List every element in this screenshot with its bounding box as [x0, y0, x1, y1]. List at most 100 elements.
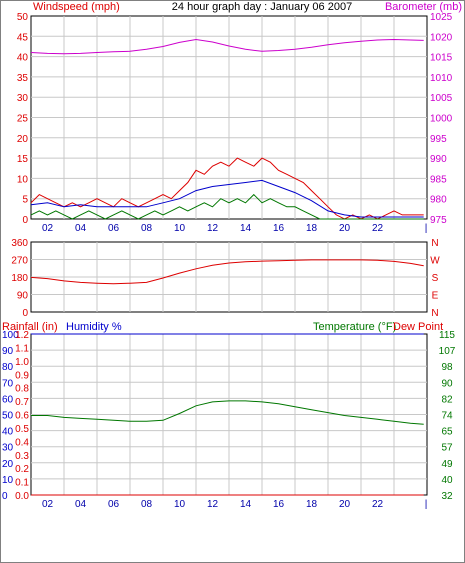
x-tick-label: 12 — [207, 223, 219, 234]
wind-gust-line — [30, 157, 424, 220]
humidity-tick-label: 100 — [2, 330, 19, 341]
temperature-tick-label: 32 — [441, 491, 453, 502]
temperature-tick-label: 74 — [441, 411, 453, 422]
chart-title: 24 hour graph day : January 06 2007 — [172, 1, 352, 13]
x-tick-label: | — [425, 223, 428, 234]
rainfall-tick-label: 0.2 — [15, 464, 29, 475]
humidity-tick-label: 50 — [2, 411, 14, 422]
humidity-tick-label: 70 — [2, 378, 14, 389]
wind-tick-label: 45 — [17, 32, 29, 43]
x-tick-label: 06 — [108, 223, 120, 234]
rainfall-tick-label: 1.0 — [15, 357, 29, 368]
compass-tick-label: E — [432, 291, 439, 302]
x-tick-label: 16 — [273, 223, 285, 234]
rainfall-tick-label: 0.9 — [15, 370, 29, 381]
barometer-tick-label: 1015 — [430, 53, 453, 64]
direction-tick-label: 360 — [11, 238, 28, 249]
x-tick-label: 02 — [42, 499, 54, 510]
wind-tick-label: 35 — [17, 73, 29, 84]
wind-tick-label: 5 — [22, 195, 28, 206]
wind-average-line — [30, 179, 424, 218]
x-tick-label: 06 — [108, 499, 120, 510]
direction-tick-label: 90 — [17, 291, 29, 302]
rainfall-tick-label: 1.2 — [15, 330, 29, 341]
grid-lines — [31, 16, 427, 495]
direction-tick-label: 0 — [22, 308, 28, 319]
x-tick-label: | — [425, 499, 428, 510]
compass-tick-label: W — [430, 256, 440, 267]
wind-tick-label: 30 — [17, 93, 29, 104]
barometer-tick-label: 975 — [430, 215, 447, 226]
rainfall-tick-label: 0.3 — [15, 451, 29, 462]
barometer-tick-label: 1020 — [430, 32, 453, 43]
rainfall-tick-label: 0.6 — [15, 411, 29, 422]
rainfall-tick-label: 0.5 — [15, 424, 29, 435]
temperature-tick-label: 98 — [441, 362, 453, 373]
temperature-axis-label: Temperature (°F) — [313, 321, 396, 333]
compass-tick-label: N — [431, 308, 438, 319]
data-series — [30, 38, 424, 496]
rainfall-axis-label: Rainfall (in) — [2, 321, 58, 333]
x-tick-label: 14 — [240, 499, 252, 510]
rainfall-tick-label: 0.4 — [15, 437, 29, 448]
x-tick-label: 10 — [174, 223, 186, 234]
barometer-tick-label: 980 — [430, 195, 447, 206]
barometer-line — [30, 38, 424, 55]
humidity-tick-label: 20 — [2, 459, 14, 470]
temperature-tick-label: 90 — [441, 378, 453, 389]
dew-point-axis-label: Dew Point — [393, 321, 443, 333]
temperature-tick-label: 40 — [441, 475, 453, 486]
wind-tick-label: 25 — [17, 114, 29, 125]
x-tick-label: 04 — [75, 223, 87, 234]
windspeed-axis-label: Windspeed (mph) — [33, 1, 120, 13]
compass-tick-label: N — [431, 238, 438, 249]
x-tick-label: 20 — [339, 223, 351, 234]
wind-tick-label: 20 — [17, 134, 29, 145]
rainfall-tick-label: 0.8 — [15, 384, 29, 395]
x-tick-label: 18 — [306, 223, 318, 234]
wind-tick-label: 15 — [17, 154, 29, 165]
x-tick-label: 22 — [372, 499, 384, 510]
direction-tick-label: 270 — [11, 256, 28, 267]
wind-speed-line — [30, 193, 424, 220]
rainfall-tick-label: 0.7 — [15, 397, 29, 408]
humidity-tick-label: 40 — [2, 427, 14, 438]
humidity-tick-label: 80 — [2, 362, 14, 373]
barometer-tick-label: 1025 — [430, 12, 453, 23]
x-tick-label: 02 — [42, 223, 54, 234]
humidity-tick-label: 60 — [2, 394, 14, 405]
rainfall-tick-label: 1.1 — [15, 343, 29, 354]
wind-tick-label: 0 — [22, 215, 28, 226]
wind-tick-label: 40 — [17, 53, 29, 64]
temperature-tick-label: 115 — [439, 330, 455, 341]
wind-direction-line — [30, 259, 424, 285]
humidity-tick-label: 90 — [2, 346, 14, 357]
rainfall-tick-label: 0.1 — [15, 478, 29, 489]
x-tick-label: 08 — [141, 499, 153, 510]
barometer-tick-label: 985 — [430, 174, 447, 185]
direction-tick-label: 180 — [11, 273, 28, 284]
x-tick-label: 08 — [141, 223, 153, 234]
humidity-tick-label: 0 — [2, 491, 8, 502]
x-tick-label: 04 — [75, 499, 87, 510]
barometer-tick-label: 1000 — [430, 114, 453, 125]
x-tick-label: 20 — [339, 499, 351, 510]
x-tick-label: 16 — [273, 499, 285, 510]
wind-tick-label: 10 — [17, 174, 29, 185]
barometer-tick-label: 1010 — [430, 73, 453, 84]
temperature-tick-label: 82 — [441, 394, 453, 405]
tick-labels: 02 04 06 08 10 12 14 16 18 20 22 | 02 04 06 08 10 12 14 16 1… — [2, 12, 456, 510]
rainfall-tick-label: 0.0 — [15, 491, 29, 502]
humidity-tick-label: 30 — [2, 443, 14, 454]
x-tick-label: 18 — [306, 499, 318, 510]
barometer-tick-label: 990 — [430, 154, 447, 165]
compass-tick-label: S — [432, 273, 439, 284]
temperature-tick-label: 49 — [441, 459, 453, 470]
temperature-tick-label: 65 — [441, 427, 453, 438]
barometer-tick-label: 995 — [430, 134, 447, 145]
barometer-axis-label: Barometer (mb) — [385, 1, 462, 13]
barometer-tick-label: 1005 — [430, 93, 453, 104]
temperature-tick-label: 107 — [439, 346, 456, 357]
